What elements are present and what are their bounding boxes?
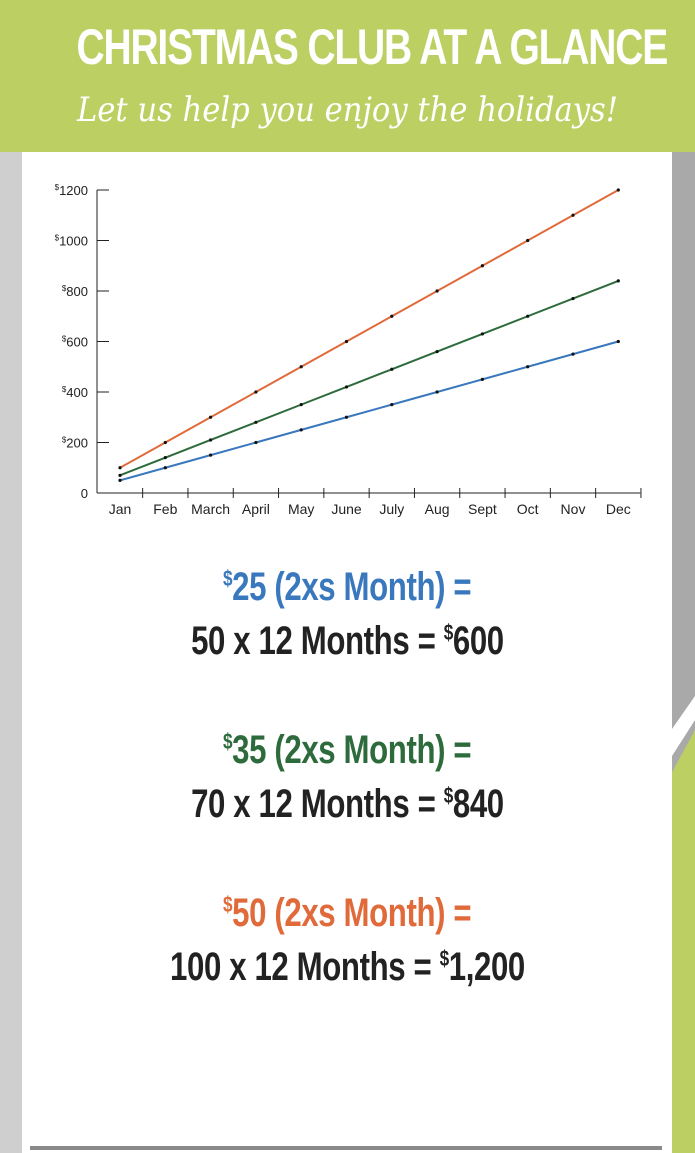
x-tick-label: Sept bbox=[468, 501, 497, 517]
plan-25-amount: 600 bbox=[452, 619, 504, 663]
series-point bbox=[299, 365, 303, 369]
series-point bbox=[616, 339, 620, 344]
x-tick-label: Nov bbox=[561, 501, 586, 517]
y-axis-ticks: 0 $200 $400 $600 $800 $1000 $1200 bbox=[55, 183, 109, 501]
plan-50-total: 100 x 12 Months = $1,200 bbox=[22, 945, 672, 990]
series-point bbox=[480, 264, 484, 268]
header-banner: CHRISTMAS CLUB AT A GLANCE Let us help y… bbox=[0, 0, 695, 152]
series-line-3 bbox=[119, 340, 619, 482]
series-point bbox=[480, 332, 484, 336]
series-line-2 bbox=[119, 279, 619, 477]
plan-50-calc: 100 x 12 Months = bbox=[169, 945, 440, 989]
series-point bbox=[435, 289, 439, 293]
series-point bbox=[118, 473, 122, 477]
series-point bbox=[254, 440, 258, 445]
series-point bbox=[526, 238, 530, 243]
x-tick-label: May bbox=[288, 501, 314, 517]
right-edge-green-stripe bbox=[672, 730, 695, 1153]
y-tick-label: $1000 bbox=[55, 234, 88, 249]
x-tick-label: Oct bbox=[517, 501, 539, 517]
plan-25-label: 25 (2xs Month) = bbox=[232, 565, 472, 609]
savings-line-chart: 0 $200 $400 $600 $800 $1000 $1200 Jan Feb March A… bbox=[55, 183, 642, 517]
series-point bbox=[390, 403, 394, 407]
plan-25-heading: $25 (2xs Month) = bbox=[22, 565, 672, 610]
series-point bbox=[254, 390, 258, 394]
dollar-sign: $ bbox=[222, 566, 233, 591]
series-point bbox=[118, 478, 122, 482]
y-tick-label: 0 bbox=[81, 486, 88, 501]
series-point bbox=[344, 339, 349, 344]
series-point bbox=[616, 188, 620, 192]
plan-35-heading-text: $35 (2xs Month) = bbox=[222, 728, 472, 773]
plan-35-heading: $35 (2xs Month) = bbox=[22, 728, 672, 773]
x-tick-label: Aug bbox=[425, 501, 450, 517]
bottom-divider bbox=[30, 1146, 662, 1150]
plan-25-heading-text: $25 (2xs Month) = bbox=[222, 565, 472, 610]
dollar-sign: $ bbox=[439, 946, 449, 971]
chart-axes bbox=[96, 190, 641, 494]
series-point bbox=[526, 365, 530, 369]
y-tick-label: $1200 bbox=[55, 183, 88, 198]
series-line-1 bbox=[119, 189, 619, 469]
series-point bbox=[344, 415, 349, 419]
series-point bbox=[299, 403, 303, 407]
plan-25-calc: 50 x 12 Months = bbox=[190, 619, 444, 663]
y-tick-label: $600 bbox=[62, 335, 88, 350]
series-point bbox=[163, 466, 167, 470]
y-tick-label: $800 bbox=[62, 284, 88, 299]
series-point bbox=[163, 440, 167, 445]
plan-50-heading: $50 (2xs Month) = bbox=[22, 891, 672, 936]
page-subtitle: Let us help you enjoy the holidays! bbox=[76, 90, 619, 130]
plan-25-total: 50 x 12 Months = $600 bbox=[22, 619, 672, 664]
plan-35-amount: 840 bbox=[452, 782, 504, 826]
dollar-sign: $ bbox=[443, 620, 453, 645]
dollar-sign: $ bbox=[222, 729, 233, 754]
series-point bbox=[435, 390, 439, 394]
series-point bbox=[390, 314, 394, 318]
plan-50-label: 50 (2xs Month) = bbox=[232, 891, 472, 935]
x-tick-label: April bbox=[242, 501, 270, 517]
plan-50-total-text: 100 x 12 Months = $1,200 bbox=[170, 945, 525, 990]
y-tick-label: $200 bbox=[62, 436, 88, 451]
series-point bbox=[209, 453, 213, 457]
plan-35-calc: 70 x 12 Months = bbox=[190, 782, 444, 826]
x-tick-label: Feb bbox=[153, 501, 177, 517]
series-point bbox=[571, 296, 575, 301]
content-panel bbox=[22, 150, 672, 1153]
series-point bbox=[209, 415, 213, 419]
series-point bbox=[435, 350, 439, 354]
plan-25-total-text: 50 x 12 Months = $600 bbox=[191, 619, 504, 664]
series-point bbox=[571, 352, 575, 356]
series-point bbox=[299, 428, 303, 432]
chart-series bbox=[118, 188, 620, 482]
x-tick-label: July bbox=[379, 501, 404, 517]
series-point bbox=[480, 377, 484, 381]
series-point bbox=[571, 213, 575, 217]
series-point bbox=[209, 438, 213, 442]
x-axis-ticks: Jan Feb March April May June July Aug Sept Oct Nov… bbox=[109, 488, 642, 517]
plan-35-total: 70 x 12 Months = $840 bbox=[22, 782, 672, 827]
plan-50-amount: 1,200 bbox=[448, 945, 525, 989]
x-tick-label: Dec bbox=[606, 501, 631, 517]
dollar-sign: $ bbox=[222, 892, 233, 917]
series-point bbox=[163, 456, 167, 460]
page-title: CHRISTMAS CLUB AT A GLANCE bbox=[76, 19, 668, 75]
series-point bbox=[344, 385, 349, 389]
plan-35-label: 35 (2xs Month) = bbox=[232, 728, 472, 772]
x-tick-label: June bbox=[331, 501, 362, 517]
y-tick-label: $400 bbox=[62, 385, 88, 400]
series-point bbox=[616, 279, 620, 283]
x-tick-label: March bbox=[191, 501, 230, 517]
plan-50-heading-text: $50 (2xs Month) = bbox=[222, 891, 472, 936]
series-point bbox=[118, 466, 122, 470]
series-point bbox=[254, 420, 258, 424]
series-point bbox=[390, 367, 394, 371]
dollar-sign: $ bbox=[443, 783, 453, 808]
x-tick-label: Jan bbox=[109, 501, 132, 517]
series-point bbox=[526, 314, 530, 318]
plan-35-total-text: 70 x 12 Months = $840 bbox=[191, 782, 504, 827]
